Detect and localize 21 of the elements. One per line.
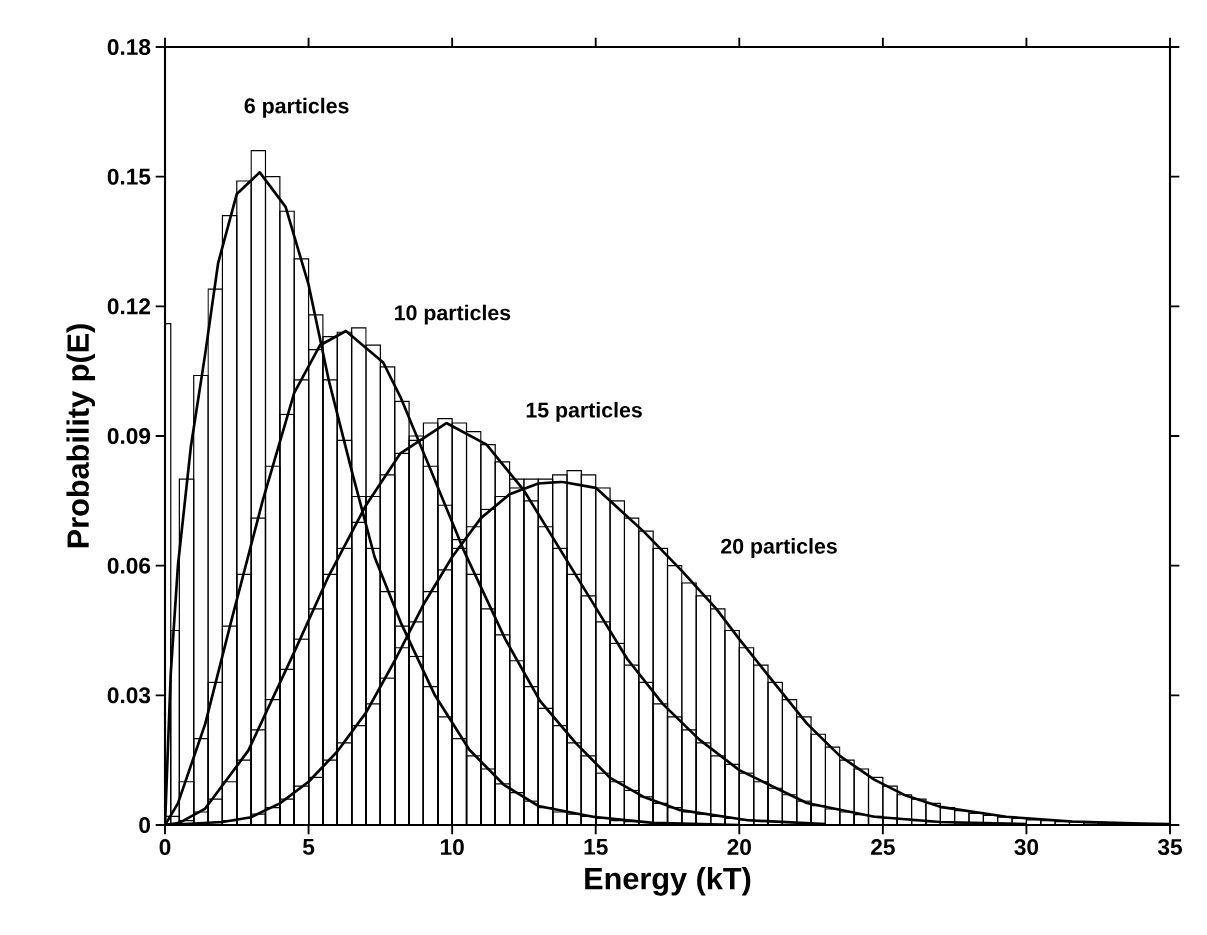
annotation: 6 particles (244, 97, 349, 118)
y-tick-label: 0.03 (107, 687, 151, 704)
annotation: 10 particles (395, 304, 511, 325)
y-tick-label: 0 (139, 816, 151, 834)
x-tick-label: 0 (159, 839, 171, 856)
x-tick-label: 20 (727, 839, 751, 856)
y-tick-label: 0.15 (107, 168, 151, 185)
y-tick-label: 0.18 (107, 38, 151, 56)
x-tick-label: 15 (584, 839, 608, 855)
y-tick-label: 0.06 (107, 557, 151, 574)
annotation: 15 particles (526, 401, 642, 422)
x-tick-label: 35 (1157, 839, 1182, 856)
x-tick-label: 10 (440, 839, 464, 856)
x-axis-title: Energy (kT) (585, 866, 751, 896)
y-axis-title: Probability p(E) (66, 324, 96, 548)
x-tick-label: 25 (871, 839, 895, 856)
y-tick-label: 0.12 (107, 298, 151, 315)
x-tick-label: 30 (1014, 839, 1039, 856)
x-tick-label: 5 (302, 839, 315, 855)
annotation: 20 particles (721, 538, 837, 558)
y-tick-label: 0.09 (107, 427, 151, 445)
